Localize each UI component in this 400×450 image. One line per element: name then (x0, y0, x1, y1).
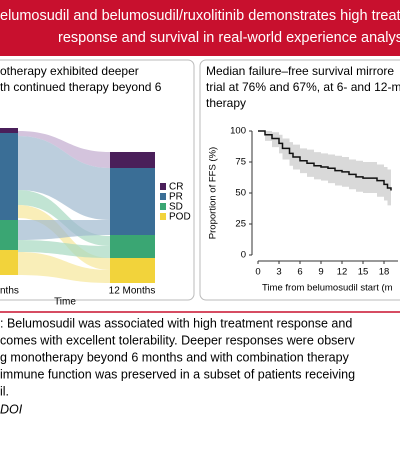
doi: DOI (0, 402, 23, 416)
legend-swatch (160, 183, 166, 190)
ci-band (258, 131, 391, 210)
x-label: nths (0, 286, 19, 297)
panel-text: th continued therapy beyond 6 (0, 80, 162, 94)
x-tick-label: 18 (379, 267, 390, 278)
panel-text: otherapy exhibited deeper (0, 64, 139, 78)
x-tick-label: 3 (276, 267, 281, 278)
right-panel (199, 59, 400, 301)
node-pr (0, 133, 18, 220)
y-tick-label: 100 (230, 126, 246, 137)
node-cr (0, 128, 18, 133)
km-chart: 0 25 50 75 100 0 3 6 9 12 15 18 Proportion of FFS (%… (208, 126, 398, 294)
conclusion-box (0, 311, 400, 313)
legend-label: POD (169, 212, 191, 223)
km-curve (258, 130, 392, 191)
legend-label: CR (169, 182, 183, 193)
panel-text: therapy (206, 96, 246, 110)
left-panel (0, 59, 195, 301)
x-tick-label: 9 (318, 267, 323, 278)
x-tick-label: 15 (358, 267, 369, 278)
legend-label: PR (169, 192, 183, 203)
conclusion-line: g monotherapy beyond 6 months and with c… (0, 350, 350, 364)
node-sd (0, 220, 18, 250)
y-tick-label: 75 (235, 157, 246, 168)
x-tick-label: 6 (297, 267, 302, 278)
flow (18, 240, 110, 258)
node-pod (110, 258, 155, 283)
node-cr (110, 152, 155, 168)
conclusion-line: immune function was preserved in a subse… (0, 367, 355, 381)
conclusion-line: comes with excellent tolerability. Deepe… (0, 333, 356, 347)
conclusion-line: il. (0, 384, 9, 398)
legend-swatch (160, 203, 166, 210)
x-axis-title: Time from belumosudil start (m (262, 283, 393, 294)
conclusion-line: : Belumosudil was associated with high t… (0, 316, 352, 330)
banner-line: response and survival in real-world expe… (58, 30, 400, 46)
flow (18, 252, 110, 283)
node-pod (0, 250, 18, 275)
x-axis-title: Time (54, 297, 76, 308)
y-axis-title: Proportion of FFS (%) (208, 147, 219, 239)
legend-swatch (160, 213, 166, 220)
node-sd (110, 235, 155, 258)
sankey (0, 128, 155, 283)
node-pr (110, 168, 155, 235)
flow (18, 131, 110, 168)
legend: CR PR SD POD (160, 182, 191, 223)
flow (18, 136, 110, 220)
banner (0, 0, 400, 56)
y-tick-label: 50 (235, 188, 246, 199)
x-tick-label: 0 (255, 267, 260, 278)
y-tick-label: 0 (241, 250, 246, 261)
legend-swatch (160, 193, 166, 200)
banner-line: elumosudil and belumosudil/ruxolitinib d… (0, 8, 400, 24)
flow (18, 220, 110, 240)
x-tick-label: 12 (337, 267, 348, 278)
legend-label: SD (169, 202, 183, 213)
panel-text: trial at 76% and 67%, at 6- and 12-m (206, 80, 400, 94)
x-label: 12 Months (109, 286, 156, 297)
y-tick-label: 25 (235, 219, 246, 230)
panel-text: Median failure–free survival mirrore (206, 64, 394, 78)
